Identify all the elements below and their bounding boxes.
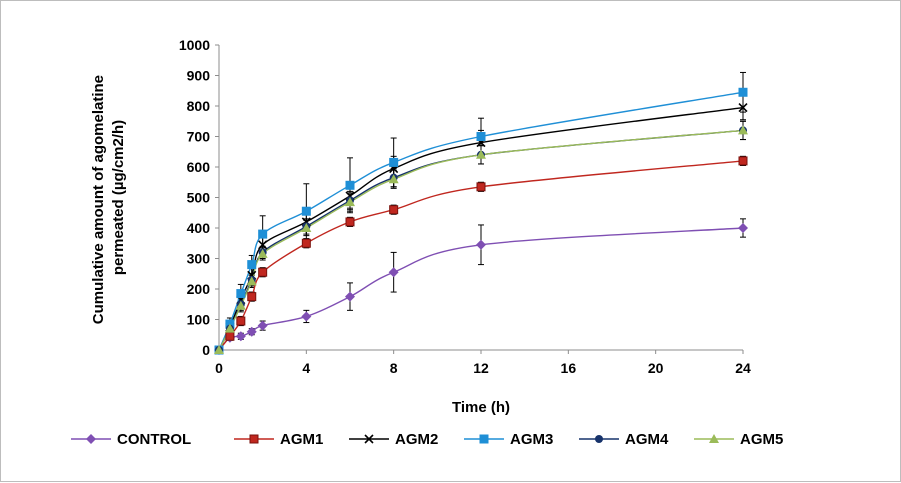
x-tick-label: 24 [735,360,751,376]
point-control [738,223,748,233]
legend-label: CONTROL [117,431,191,448]
point-agm2 [258,240,268,250]
legend-item-control: CONTROL [71,431,191,448]
point-agm3 [236,289,246,299]
legend-item-agm3: AGM3 [464,431,553,448]
point-control [476,239,486,250]
x-tick-label: 8 [390,360,398,376]
point-agm5 [235,300,246,310]
point-agm1 [258,267,268,277]
legend-label: AGM1 [280,431,323,448]
y-axis-label: Cumulative amount of agomelatine permeat… [90,71,127,324]
point-agm1 [225,331,235,341]
x-tick-label: 20 [648,360,664,376]
ticks: 0 100 200 300 400 500 600 700 800 900 1000 0 4 8 12 16 2… [179,37,751,376]
point-agm1 [738,156,748,166]
legend: CONTROL AGM1 AGM2 AGM3 AGM4 AGM5 [71,431,783,448]
point-agm3 [345,180,355,190]
y-tick-label: 800 [187,98,211,114]
legend-swatch-marker [709,434,719,443]
point-control [246,326,257,337]
x-axis-label: Time (h) [452,399,510,416]
y-tick-label: 100 [187,312,211,328]
point-agm2 [738,102,748,113]
point-agm1 [476,182,486,192]
point-agm1 [301,238,311,248]
legend-swatch-marker [479,434,489,444]
axes [218,45,743,351]
point-agm1 [389,205,399,215]
point-agm3 [258,229,268,239]
point-agm3 [476,132,486,141]
point-agm3 [389,157,399,167]
legend-label: AGM2 [395,431,438,448]
point-agm3 [301,206,311,216]
point-agm5 [257,248,268,258]
y-tick-label: 400 [187,220,211,236]
point-agm1 [247,292,257,302]
x-tick-label: 0 [215,360,223,376]
y-axis-label-line-1: Cumulative amount of agomelatine [90,75,107,324]
series-markers [214,87,748,355]
y-tick-label: 0 [202,342,210,358]
y-tick-label: 300 [187,251,211,267]
point-agm3 [738,87,748,97]
point-agm5 [345,197,355,207]
legend-swatch-marker [86,434,96,444]
legend-label: AGM4 [625,431,669,448]
y-tick-label: 700 [187,129,211,145]
y-axis-label-line-2: permeated (µg/cm2/h) [110,120,127,275]
point-agm1 [236,316,246,326]
point-agm5 [214,345,224,354]
point-agm5 [224,323,235,333]
legend-item-agm4: AGM4 [579,431,669,448]
legend-item-agm2: AGM2 [349,431,438,448]
error-bars [226,71,746,341]
y-tick-label: 1000 [179,37,210,53]
point-agm5 [476,149,486,159]
x-tick-label: 4 [302,360,310,376]
legend-item-agm5: AGM5 [694,431,783,448]
point-control [235,331,246,342]
point-agm1 [345,217,355,227]
legend-item-agm1: AGM1 [234,431,323,448]
y-tick-label: 900 [187,68,211,84]
x-tick-label: 12 [473,360,489,376]
point-agm5 [388,174,399,184]
legend-swatch-marker [249,434,259,444]
point-agm5 [301,223,312,232]
point-agm3 [247,260,257,270]
y-tick-label: 600 [187,159,211,175]
legend-label: AGM3 [510,431,553,448]
legend-label: AGM5 [740,431,783,448]
point-control [301,311,312,322]
x-tick-label: 16 [561,360,577,376]
y-tick-label: 200 [187,281,211,297]
point-control [257,320,268,331]
y-tick-label: 500 [187,190,211,206]
legend-swatch-marker [364,434,374,444]
point-agm5 [738,125,748,135]
point-agm5 [246,276,257,286]
legend-swatch-marker [595,435,603,443]
point-control [345,291,355,302]
point-control [388,267,399,278]
